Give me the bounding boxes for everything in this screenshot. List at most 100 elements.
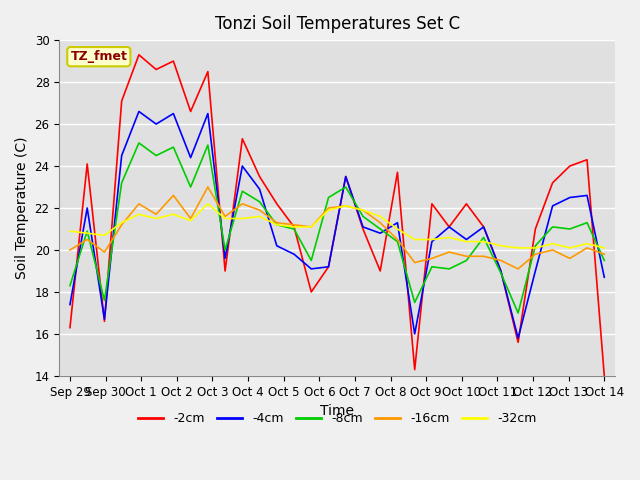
-4cm xyxy=(324,264,332,270)
-4cm xyxy=(548,203,556,209)
-32cm xyxy=(394,226,401,232)
Text: TZ_fmet: TZ_fmet xyxy=(70,50,127,63)
-4cm xyxy=(428,239,436,244)
-8cm xyxy=(290,226,298,232)
-32cm xyxy=(600,245,608,251)
-2cm xyxy=(66,325,74,331)
-8cm xyxy=(531,243,539,249)
-32cm xyxy=(307,224,315,230)
-4cm xyxy=(583,192,591,198)
-2cm xyxy=(187,108,195,114)
-32cm xyxy=(480,239,488,244)
-2cm xyxy=(221,268,229,274)
-2cm xyxy=(566,163,573,169)
-32cm xyxy=(497,243,505,249)
-8cm xyxy=(376,226,384,232)
-2cm xyxy=(342,174,349,180)
Title: Tonzi Soil Temperatures Set C: Tonzi Soil Temperatures Set C xyxy=(214,15,460,33)
-8cm xyxy=(307,258,315,264)
-16cm xyxy=(170,192,177,198)
-8cm xyxy=(221,247,229,253)
-2cm xyxy=(324,264,332,270)
-16cm xyxy=(531,252,539,257)
-2cm xyxy=(463,201,470,207)
-8cm xyxy=(463,258,470,264)
-32cm xyxy=(566,245,573,251)
-4cm xyxy=(66,302,74,308)
-32cm xyxy=(428,237,436,242)
-16cm xyxy=(394,237,401,242)
-16cm xyxy=(324,205,332,211)
-4cm xyxy=(566,195,573,201)
-8cm xyxy=(170,144,177,150)
-8cm xyxy=(187,184,195,190)
-32cm xyxy=(463,239,470,244)
-2cm xyxy=(359,226,367,232)
-4cm xyxy=(376,230,384,236)
-4cm xyxy=(83,205,91,211)
-8cm xyxy=(583,220,591,226)
-2cm xyxy=(600,373,608,379)
Y-axis label: Soil Temperature (C): Soil Temperature (C) xyxy=(15,137,29,279)
Line: -8cm: -8cm xyxy=(70,143,604,313)
-32cm xyxy=(83,230,91,236)
-8cm xyxy=(135,140,143,146)
-8cm xyxy=(548,224,556,230)
-32cm xyxy=(324,207,332,213)
-4cm xyxy=(497,268,505,274)
-16cm xyxy=(463,253,470,259)
-2cm xyxy=(515,339,522,345)
-16cm xyxy=(445,249,453,255)
-16cm xyxy=(600,252,608,257)
-16cm xyxy=(135,201,143,207)
-32cm xyxy=(118,220,125,226)
-16cm xyxy=(83,237,91,242)
-4cm xyxy=(152,121,160,127)
-4cm xyxy=(187,155,195,160)
-4cm xyxy=(394,220,401,226)
-16cm xyxy=(273,220,280,226)
-16cm xyxy=(566,255,573,261)
-4cm xyxy=(204,111,212,117)
-2cm xyxy=(83,161,91,167)
-8cm xyxy=(256,199,264,204)
-2cm xyxy=(548,180,556,186)
-4cm xyxy=(256,186,264,192)
-4cm xyxy=(531,268,539,274)
-8cm xyxy=(359,214,367,219)
-4cm xyxy=(342,174,349,180)
-8cm xyxy=(324,195,332,201)
-2cm xyxy=(290,224,298,230)
-2cm xyxy=(256,174,264,180)
Legend: -2cm, -4cm, -8cm, -16cm, -32cm: -2cm, -4cm, -8cm, -16cm, -32cm xyxy=(133,407,541,430)
-16cm xyxy=(497,258,505,264)
-4cm xyxy=(463,237,470,242)
-2cm xyxy=(118,98,125,104)
-16cm xyxy=(256,207,264,213)
-32cm xyxy=(273,222,280,228)
-32cm xyxy=(221,216,229,221)
-4cm xyxy=(290,252,298,257)
-8cm xyxy=(342,184,349,190)
-8cm xyxy=(394,239,401,244)
-8cm xyxy=(497,270,505,276)
-2cm xyxy=(497,268,505,274)
-4cm xyxy=(307,266,315,272)
-8cm xyxy=(445,266,453,272)
-32cm xyxy=(100,232,108,238)
-16cm xyxy=(118,222,125,228)
-32cm xyxy=(204,201,212,207)
-16cm xyxy=(239,201,246,207)
-32cm xyxy=(583,241,591,247)
-4cm xyxy=(273,243,280,249)
-2cm xyxy=(239,136,246,142)
-32cm xyxy=(66,228,74,234)
-2cm xyxy=(445,224,453,230)
Line: -16cm: -16cm xyxy=(70,187,604,269)
-8cm xyxy=(66,283,74,288)
-4cm xyxy=(135,108,143,114)
-8cm xyxy=(480,235,488,240)
-32cm xyxy=(411,237,419,242)
-2cm xyxy=(376,268,384,274)
-4cm xyxy=(118,153,125,158)
